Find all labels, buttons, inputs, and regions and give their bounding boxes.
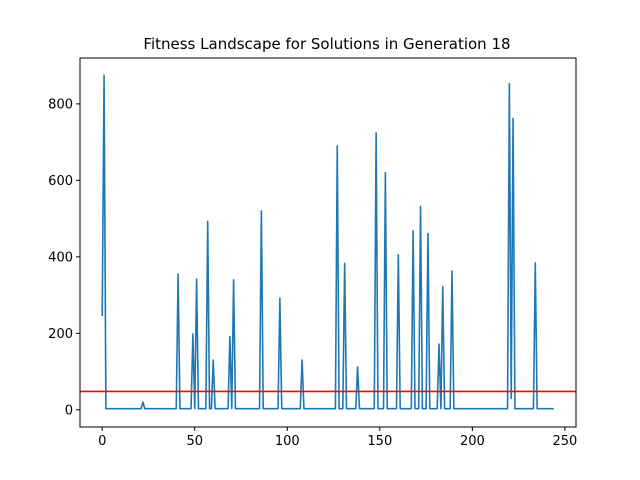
axes-frame: [79, 57, 577, 428]
y-tick-label: 800: [48, 97, 73, 112]
x-tick-label: 250: [552, 434, 577, 449]
y-tick-label: 400: [48, 250, 73, 265]
y-tick-label: 600: [48, 174, 73, 189]
plot-area: [80, 74, 576, 410]
x-tick-label: 150: [367, 434, 392, 449]
x-tick-label: 100: [275, 434, 300, 449]
y-tick-label: 0: [65, 403, 73, 418]
y-tick-label: 200: [48, 327, 73, 342]
x-tick-label: 0: [98, 434, 106, 449]
axis-ticks: 0 50 100 150 200 250 0 200 400 600 800: [48, 97, 577, 449]
chart-title: Fitness Landscape for Solutions in Gener…: [143, 35, 510, 53]
x-tick-label: 50: [186, 434, 203, 449]
series-line-0: [101, 74, 554, 410]
x-tick-label: 200: [460, 434, 485, 449]
